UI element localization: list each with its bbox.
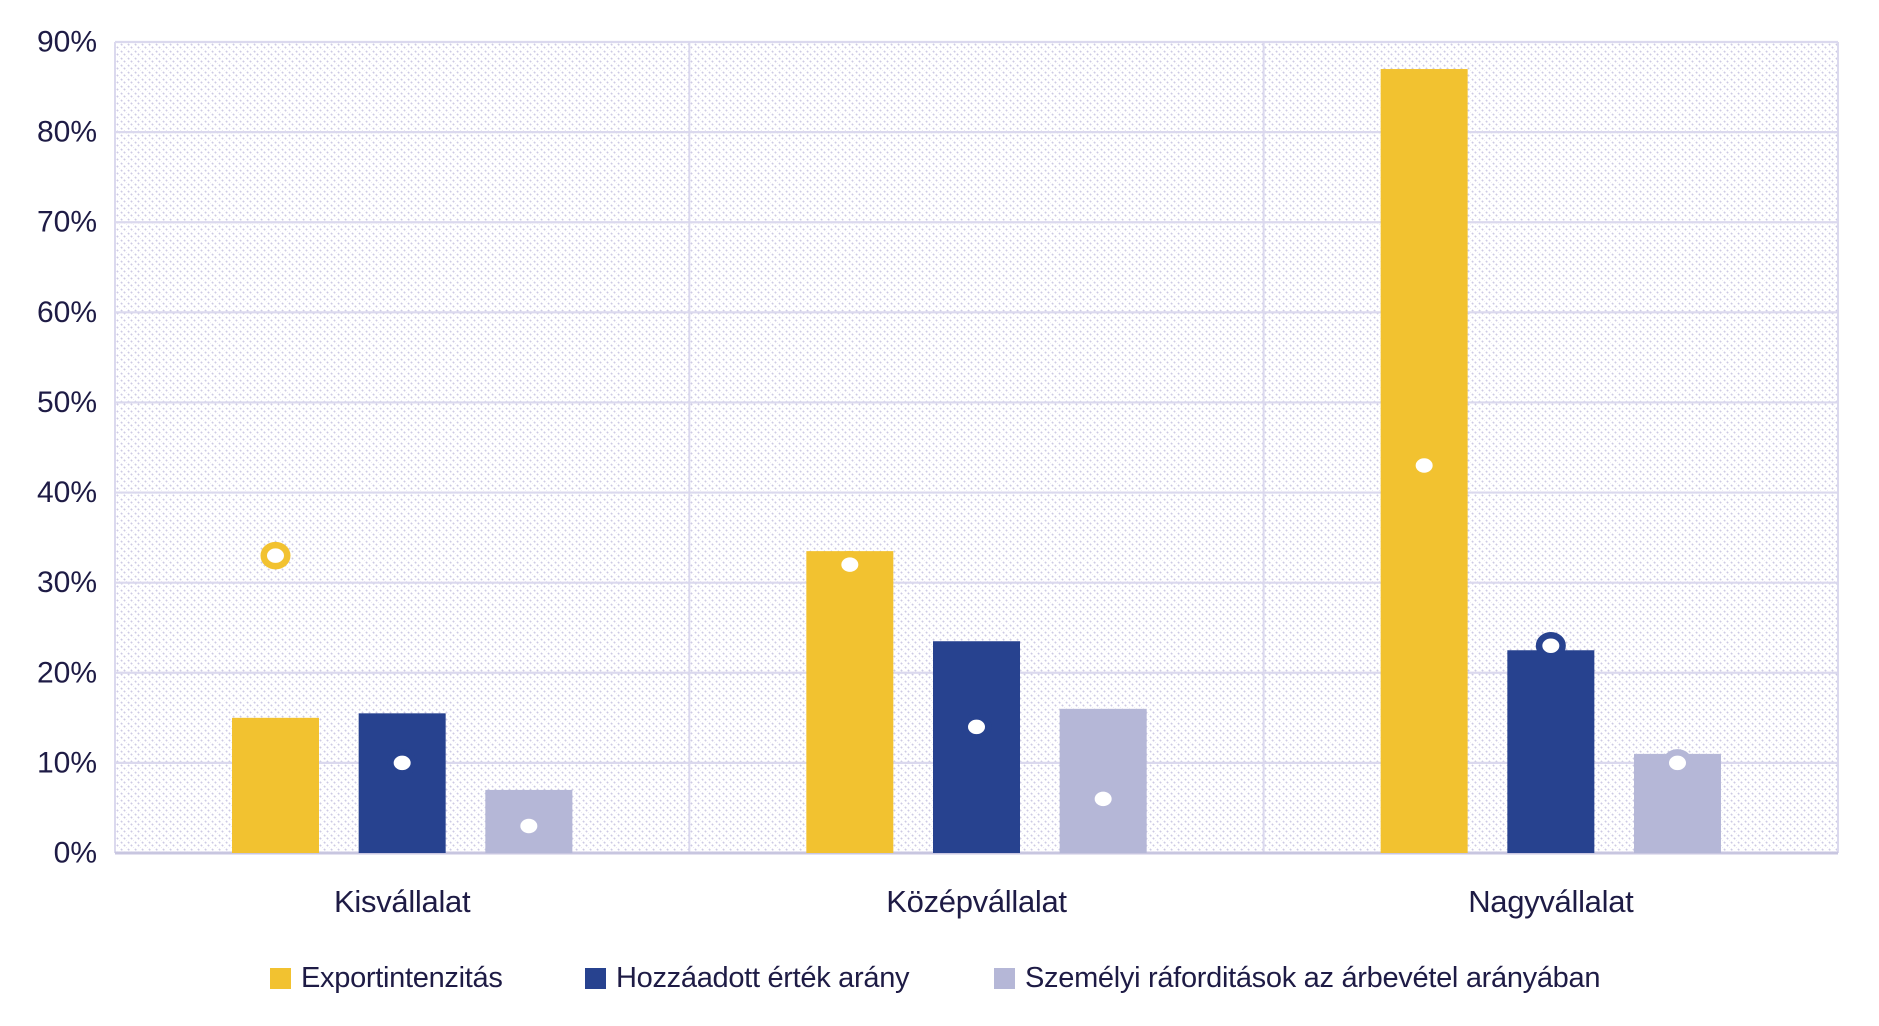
marker-series0-cat0 xyxy=(260,541,291,570)
marker-series2-cat2 xyxy=(1662,749,1693,777)
category-label-0: Kisvállalat xyxy=(334,884,471,919)
legend-swatch-szemelyi-raforditasok xyxy=(994,968,1015,989)
bar-series1-cat2 xyxy=(1507,650,1595,853)
legend: Exportintenzitás Hozzáadott érték arány … xyxy=(0,956,1879,1006)
category-label-2: Nagyvállalat xyxy=(1468,884,1634,919)
marker-series2-cat1 xyxy=(1088,785,1119,813)
marker-series1-cat1 xyxy=(961,713,992,741)
legend-item-szemelyi-raforditasok: Személyi ráforditások az árbevétel arány… xyxy=(994,962,1600,995)
y-tick-label-50: 50% xyxy=(37,386,97,419)
bar-series0-cat1 xyxy=(806,551,894,853)
marker-series1-cat2 xyxy=(1535,631,1566,660)
y-tick-label-30: 30% xyxy=(37,566,97,599)
y-tick-label-90: 90% xyxy=(37,26,97,59)
legend-item-hozzaadott-ertek-arany: Hozzáadott érték arány xyxy=(585,962,910,995)
y-tick-label-20: 20% xyxy=(37,656,97,689)
y-tick-label-40: 40% xyxy=(37,476,97,509)
y-tick-label-80: 80% xyxy=(37,116,97,149)
bar-series2-cat1 xyxy=(1059,708,1147,853)
y-tick-label-70: 70% xyxy=(37,206,97,239)
marker-series0-cat1 xyxy=(834,550,865,579)
marker-series2-cat0 xyxy=(513,812,544,840)
legend-item-exportintenzitas: Exportintenzitás xyxy=(270,962,503,995)
y-tick-label-10: 10% xyxy=(37,746,97,779)
legend-label-hozzaadott-ertek-arany: Hozzáadott érték arány xyxy=(616,962,910,994)
legend-swatch-hozzaadott-ertek-arany xyxy=(585,968,606,989)
legend-swatch-exportintenzitas xyxy=(270,968,291,989)
bar-series0-cat0 xyxy=(231,717,319,853)
legend-label-szemelyi-raforditasok: Személyi ráforditások az árbevétel arány… xyxy=(1025,962,1601,994)
y-tick-label-0: 0% xyxy=(54,837,97,870)
marker-series1-cat0 xyxy=(387,749,418,777)
category-label-1: Középvállalat xyxy=(886,884,1067,919)
bar-series1-cat1 xyxy=(933,641,1020,853)
bar-series1-cat0 xyxy=(358,713,446,853)
legend-label-exportintenzitas: Exportintenzitás xyxy=(301,962,503,994)
y-tick-label-60: 60% xyxy=(37,296,97,329)
marker-series0-cat2 xyxy=(1409,451,1440,480)
